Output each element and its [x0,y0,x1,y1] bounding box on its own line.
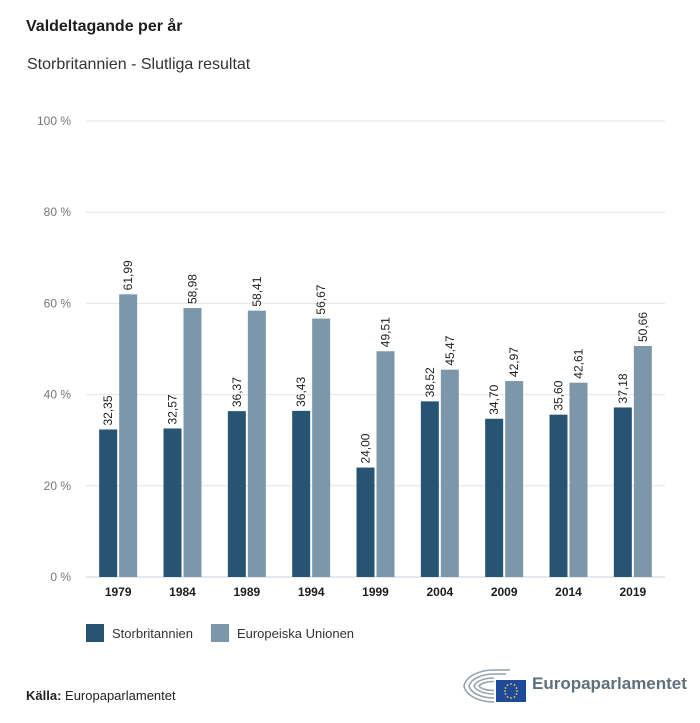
chart-subtitle: Storbritannien - Slutliga resultat [27,56,251,73]
bar-storbritannien [99,429,118,577]
y-tick-label: 20 % [44,479,72,493]
data-label: 36,43 [294,377,308,407]
x-tick-label: 1999 [362,585,389,599]
x-tick-label: 1984 [169,585,196,599]
chart-title: Valdeltagande per år [26,18,183,35]
legend-swatch-storbritannien [86,624,104,642]
data-label: 56,67 [314,284,328,314]
parliament-hemicycle-icon [463,669,526,703]
bar-eu [247,310,266,577]
legend: Storbritannien Europeiska Unionen [86,624,372,642]
source-note: Källa: Europaparlamentet [26,688,176,703]
bar-storbritannien [292,410,311,577]
x-tick-label: 1994 [298,585,325,599]
data-label: 50,66 [636,312,650,342]
bar-eu [312,318,331,577]
data-label: 58,41 [250,276,264,306]
data-label: 38,52 [423,367,437,397]
x-tick-label: 2014 [555,585,582,599]
data-label: 37,18 [616,373,630,403]
x-tick-label: 2009 [491,585,518,599]
legend-swatch-eu [210,624,229,642]
data-label: 42,97 [507,347,521,377]
data-label: 35,60 [552,380,566,410]
data-label: 32,35 [101,395,115,425]
legend-label-storbritannien: Storbritannien [112,625,193,641]
y-tick-label: 80 % [44,205,72,219]
bar-storbritannien [420,401,439,577]
bar-eu [569,382,588,577]
bar-storbritannien [163,428,182,577]
data-label: 58,98 [186,274,200,304]
bar-eu [376,351,395,577]
bar-eu [119,294,138,577]
x-tick-label: 2004 [426,585,453,599]
data-label: 45,47 [443,335,457,365]
bar-eu [183,308,202,577]
bar-storbritannien [485,418,504,577]
bar-storbritannien [227,411,246,577]
europarl-logo: Europaparlamentet [460,664,687,704]
x-tick-label: 1979 [105,585,132,599]
source-label: Källa: [26,688,62,703]
bar-eu [505,381,524,577]
y-tick-label: 100 % [37,114,71,128]
data-label: 36,37 [230,377,244,407]
legend-item-eu: Europeiska Unionen [210,624,355,642]
x-tick-label: 2019 [619,585,646,599]
logo-text: Europaparlamentet [532,674,687,693]
x-tick-label: 1989 [233,585,260,599]
eu-stars-icon [504,683,518,699]
bar-eu [440,369,459,577]
source-value: Europaparlamentet [65,688,176,703]
y-tick-label: 0 % [50,570,71,584]
data-label: 34,70 [487,384,501,414]
data-label: 61,99 [121,260,135,290]
data-label: 49,51 [379,317,393,347]
legend-item-storbritannien: Storbritannien [86,624,193,642]
bar-storbritannien [356,467,375,577]
data-label: 24,00 [359,433,373,463]
bar-chart: 0 % 20 % 40 % 60 % 80 % 100 % 32,35 61,99 1979 32… [37,114,665,599]
bar-storbritannien [613,407,632,577]
data-label: 42,61 [572,348,586,378]
legend-label-eu: Europeiska Unionen [236,625,355,641]
y-tick-label: 40 % [44,388,72,402]
bar-storbritannien [549,414,568,577]
bar-eu [633,345,652,577]
data-label: 32,57 [166,394,180,424]
y-tick-label: 60 % [44,296,72,310]
